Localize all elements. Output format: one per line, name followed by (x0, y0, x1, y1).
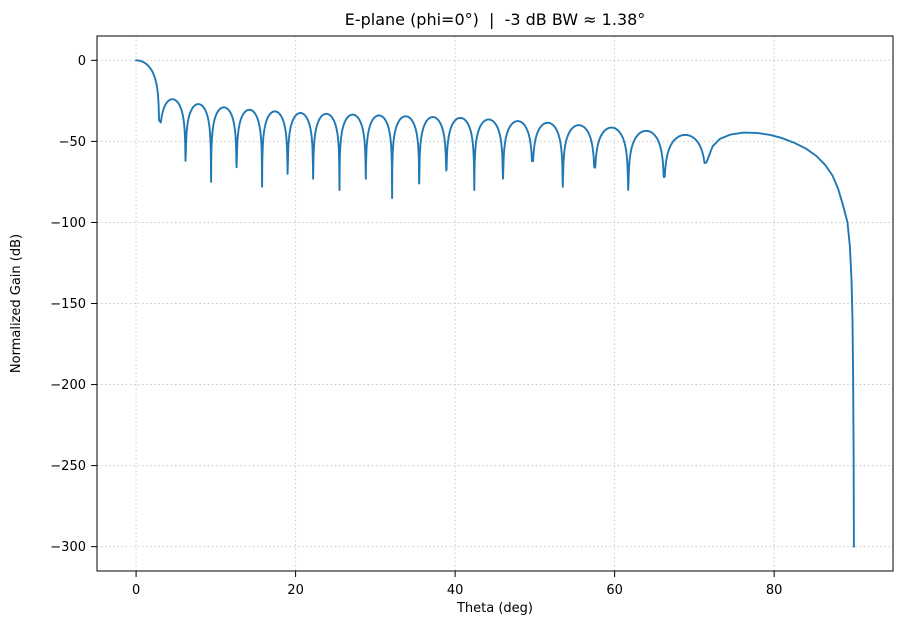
x-tick-label: 80 (766, 583, 783, 598)
plot-area: 0 20 40 60 80 0 −50 −100 −150 −200 −250 −300 (50, 36, 893, 598)
y-tick-label: −250 (50, 459, 86, 474)
y-tick-label: 0 (78, 54, 86, 69)
gain-curve (135, 59, 855, 548)
y-tick-label: −200 (50, 378, 86, 393)
chart-title: E-plane (phi=0°) | -3 dB BW ≈ 1.38° (345, 10, 646, 29)
x-tick-label: 20 (287, 583, 304, 598)
y-tick-label: −50 (59, 135, 86, 150)
x-tick-label: 60 (606, 583, 623, 598)
y-axis-label: Normalized Gain (dB) (9, 234, 24, 373)
x-axis-label: Theta (deg) (456, 601, 533, 616)
y-tick-label: −100 (50, 216, 86, 231)
x-tick-label: 0 (132, 583, 140, 598)
y-tick-label: −150 (50, 297, 86, 312)
y-tick-label: −300 (50, 540, 86, 555)
axes-border (96, 35, 894, 572)
x-tick-label: 40 (447, 583, 464, 598)
